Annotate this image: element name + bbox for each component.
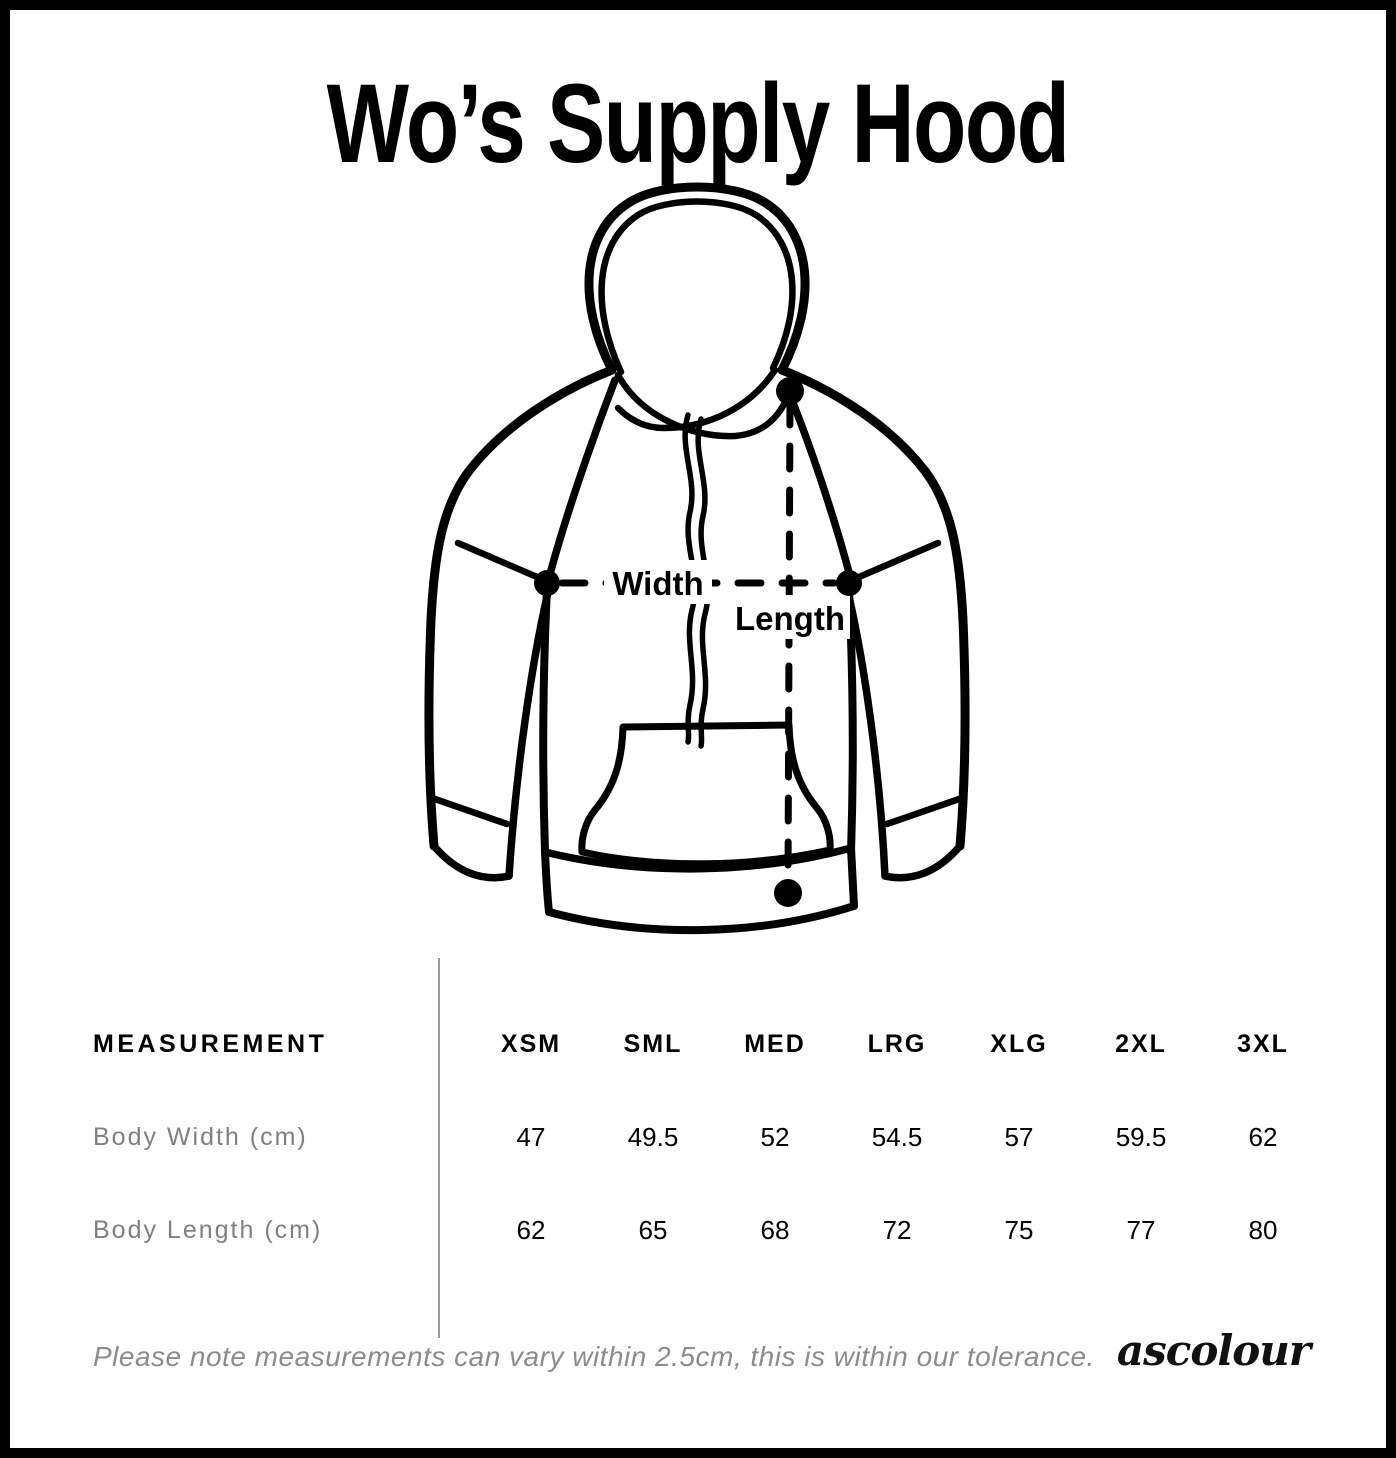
measurement-header: MEASUREMENT xyxy=(93,1030,328,1058)
drawstring-left xyxy=(682,412,698,745)
body-width-xlg: 57 xyxy=(1004,1122,1034,1152)
size-header-med: MED xyxy=(744,1030,806,1058)
table-row-body-length: Body Length (cm) 62 65 68 72 75 77 80 xyxy=(10,1215,1386,1245)
body-width-xsm: 47 xyxy=(516,1122,546,1152)
body-width-2xl: 59.5 xyxy=(1115,1122,1167,1152)
sleeve-outer-right xyxy=(777,365,970,851)
row-label-body-length: Body Length (cm) xyxy=(93,1216,323,1244)
body-width-cells: 47 49.5 52 54.5 57 59.5 62 xyxy=(470,1122,1324,1152)
raglan-seam-left xyxy=(546,376,619,578)
hem-band-bottom xyxy=(541,844,858,935)
width-label-backplate xyxy=(604,560,712,604)
sleeve-outer-left xyxy=(424,365,617,851)
body-width-3xl: 62 xyxy=(1248,1122,1278,1152)
size-header-2xl: 2XL xyxy=(1115,1030,1167,1058)
body-length-sml: 65 xyxy=(638,1215,668,1245)
hood-inner-rim xyxy=(598,198,796,376)
body-side-right xyxy=(845,584,857,856)
body-length-lrg: 72 xyxy=(882,1215,912,1245)
cuff-right xyxy=(881,842,964,882)
hoodie-measurement-diagram: Width Length xyxy=(424,182,970,935)
cuff-left xyxy=(430,842,513,882)
size-header-xsm: XSM xyxy=(500,1030,562,1058)
width-dot-left xyxy=(534,570,560,596)
table-header-row: MEASUREMENT XSM SML MED LRG XLG 2XL 3XL xyxy=(10,1029,1386,1059)
table-row-body-width: Body Width (cm) 47 49.5 52 54.5 57 59.5 … xyxy=(10,1122,1386,1152)
underarm-seam-right xyxy=(848,539,942,584)
cuff-band-right xyxy=(883,794,966,828)
length-label-backplate xyxy=(730,595,850,639)
body-length-xsm: 62 xyxy=(516,1215,546,1245)
cuff-band-left xyxy=(428,794,511,828)
size-header-sml: SML xyxy=(623,1030,683,1058)
body-length-3xl: 80 xyxy=(1248,1215,1278,1245)
drawstring-right xyxy=(695,416,711,749)
page-title-wrap: Wo’s Supply Hood xyxy=(10,68,1386,180)
table-divider-line xyxy=(438,958,440,1338)
underarm-seam-left xyxy=(454,539,548,584)
body-length-med: 68 xyxy=(760,1215,790,1245)
tolerance-note: Please note measurements can vary within… xyxy=(93,1341,1095,1372)
body-width-med: 52 xyxy=(760,1122,790,1152)
size-header-xlg: XLG xyxy=(990,1030,1048,1058)
body-width-lrg: 54.5 xyxy=(871,1122,923,1152)
body-length-xlg: 75 xyxy=(1004,1215,1034,1245)
length-label: Length xyxy=(735,600,845,637)
ascolour-logo: ascolour xyxy=(1116,1326,1311,1375)
kangaroo-pocket xyxy=(578,721,834,868)
body-side-left xyxy=(539,584,551,856)
body-length-2xl: 77 xyxy=(1126,1215,1156,1245)
raglan-seam-right xyxy=(787,394,854,580)
page-title: Wo’s Supply Hood xyxy=(327,61,1070,186)
body-length-cells: 62 65 68 72 75 77 80 xyxy=(470,1215,1324,1245)
length-measure-line xyxy=(784,398,794,884)
row-label-body-width: Body Width (cm) xyxy=(93,1123,308,1151)
size-header-3xl: 3XL xyxy=(1237,1030,1289,1058)
size-header-lrg: LRG xyxy=(867,1030,927,1058)
width-dot-right xyxy=(836,570,862,596)
hood-outer-outline xyxy=(584,182,810,375)
hood-front-flap-right xyxy=(614,366,779,432)
body-width-sml: 49.5 xyxy=(627,1122,679,1152)
size-header-cells: XSM SML MED LRG XLG 2XL 3XL xyxy=(470,1029,1324,1059)
shoulder-measure-dot xyxy=(776,377,804,405)
hood-front-flap-left xyxy=(614,371,792,440)
width-label: Width xyxy=(612,565,703,602)
hem-measure-dot xyxy=(774,879,802,907)
